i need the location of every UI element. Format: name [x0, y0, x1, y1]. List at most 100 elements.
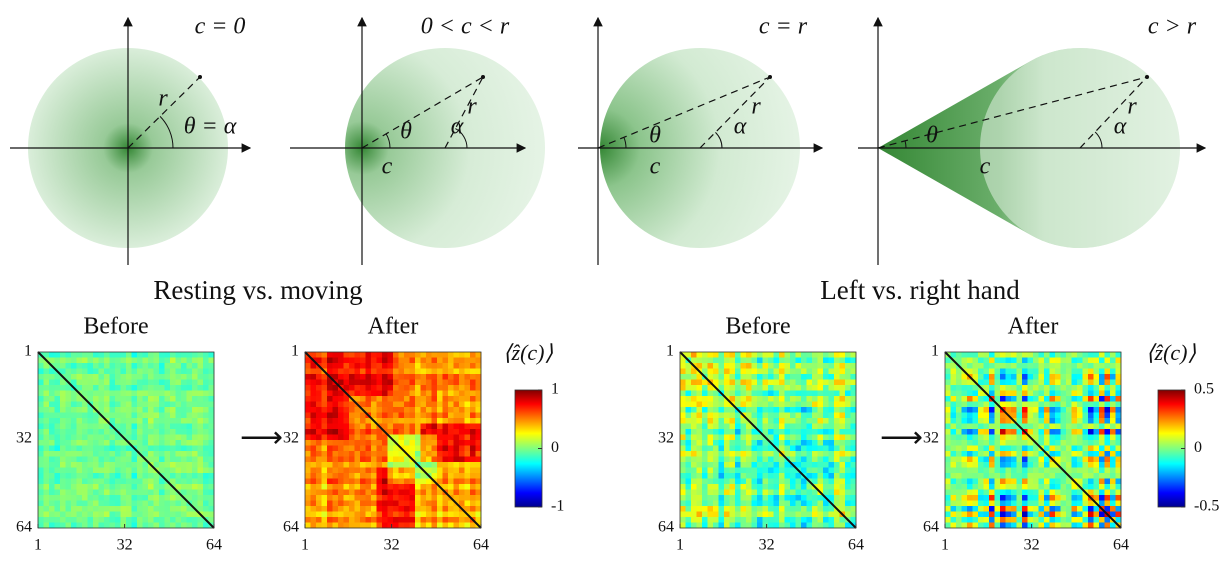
heatmap-cell: [82, 489, 88, 496]
heatmap-cell: [186, 451, 193, 457]
heatmap-cell: [784, 517, 791, 523]
heatmap-cell: [945, 451, 951, 457]
heatmap-cell: [751, 489, 758, 496]
math-label: c: [382, 154, 393, 180]
heatmap-cell: [131, 456, 138, 463]
heatmap-cell: [409, 368, 416, 375]
heatmap-cell: [104, 511, 110, 518]
y-tick-label: 32: [923, 429, 939, 446]
heatmap-cell: [453, 517, 460, 523]
heatmap-cell: [691, 434, 697, 441]
heatmap-cell: [1099, 407, 1105, 413]
heatmap-cell: [448, 374, 454, 380]
heatmap-cell: [834, 429, 840, 435]
heatmap-cell: [203, 484, 209, 490]
heatmap-cell: [1027, 517, 1034, 523]
heatmap-cell: [735, 374, 741, 380]
heatmap-cell: [98, 489, 105, 496]
heatmap-cell: [387, 484, 394, 490]
heatmap-cell: [823, 489, 829, 496]
heatmap-cell: [387, 495, 394, 501]
heatmap-cell: [983, 423, 990, 430]
heatmap-cell: [43, 401, 50, 408]
heatmap-cell: [115, 511, 121, 518]
heatmap-cell: [49, 522, 55, 529]
heatmap-cell: [773, 374, 780, 380]
heatmap-cell: [967, 495, 973, 501]
heatmap-cell: [1027, 440, 1034, 446]
heatmap-cell: [93, 473, 99, 479]
heatmap-cell: [71, 456, 77, 463]
heatmap-cell: [197, 506, 204, 512]
heatmap-cell: [475, 495, 482, 501]
heatmap-cell: [956, 522, 962, 529]
heatmap-cell: [475, 478, 482, 485]
heatmap-cell: [371, 357, 377, 364]
heatmap-cell: [812, 390, 818, 397]
heatmap-cell: [746, 440, 752, 446]
heatmap-cell: [1099, 374, 1105, 380]
heatmap-cell: [159, 385, 165, 391]
heatmap-cell: [393, 478, 399, 485]
heatmap-cell: [735, 484, 741, 490]
heatmap-cell: [354, 368, 361, 375]
heatmap-cell: [49, 374, 55, 380]
heatmap-cell: [978, 407, 984, 413]
heatmap-cell: [131, 390, 138, 397]
heatmap-cell: [950, 396, 957, 402]
heatmap-cell: [746, 379, 752, 386]
heatmap-cell: [696, 445, 703, 452]
heatmap-cell: [459, 385, 465, 391]
heatmap-cell: [208, 412, 215, 419]
heatmap-cell: [442, 451, 449, 457]
heatmap-cell: [65, 522, 72, 529]
heatmap-cell: [696, 500, 703, 507]
heatmap-cell: [49, 467, 55, 474]
heatmap-cell: [729, 423, 736, 430]
heatmap-cell: [1033, 379, 1039, 386]
heatmap-cell: [1016, 429, 1023, 435]
heatmap-cell: [442, 484, 449, 490]
point: [768, 75, 772, 79]
heatmap-cell: [718, 451, 725, 457]
heatmap-cell: [961, 517, 968, 523]
heatmap-cell: [1099, 451, 1105, 457]
heatmap-cell: [470, 352, 476, 358]
heatmap-cell: [1027, 511, 1034, 518]
heatmap-cell: [175, 451, 182, 457]
heatmap-cell: [685, 401, 692, 408]
heatmap-cell: [208, 500, 215, 507]
heatmap-cell: [1049, 511, 1056, 518]
heatmap-cell: [707, 423, 714, 430]
heatmap-cell: [393, 385, 399, 391]
heatmap-cell: [1016, 484, 1023, 490]
heatmap-cell: [696, 434, 703, 441]
heatmap-cell: [93, 429, 99, 435]
heatmap-cell: [1011, 390, 1017, 397]
heatmap-cell: [1115, 363, 1122, 369]
heatmap-cell: [170, 451, 176, 457]
heatmap-cell: [38, 517, 44, 523]
heatmap-cell: [305, 495, 311, 501]
heatmap-cell: [305, 363, 311, 369]
heatmap-cell: [305, 396, 311, 402]
heatmap-cell: [790, 407, 796, 413]
heatmap-cell: [208, 352, 215, 358]
map-title: After: [1008, 314, 1059, 340]
heatmap-cell: [746, 517, 752, 523]
heatmap-cell: [192, 445, 198, 452]
heatmap-cell: [989, 385, 995, 391]
heatmap-cell: [762, 368, 769, 375]
heatmap-cell: [153, 412, 160, 419]
heatmap-cell: [784, 434, 791, 441]
heatmap-cell: [751, 390, 758, 397]
heatmap-cell: [1110, 451, 1116, 457]
heatmap-cell: [164, 440, 171, 446]
heatmap-cell: [812, 401, 818, 408]
heatmap-cell: [685, 374, 692, 380]
heatmap-cell: [148, 517, 154, 523]
heatmap-cell: [972, 352, 979, 358]
heatmap-cell: [327, 396, 333, 402]
heatmap-cell: [137, 418, 143, 424]
heatmap-cell: [1016, 517, 1023, 523]
